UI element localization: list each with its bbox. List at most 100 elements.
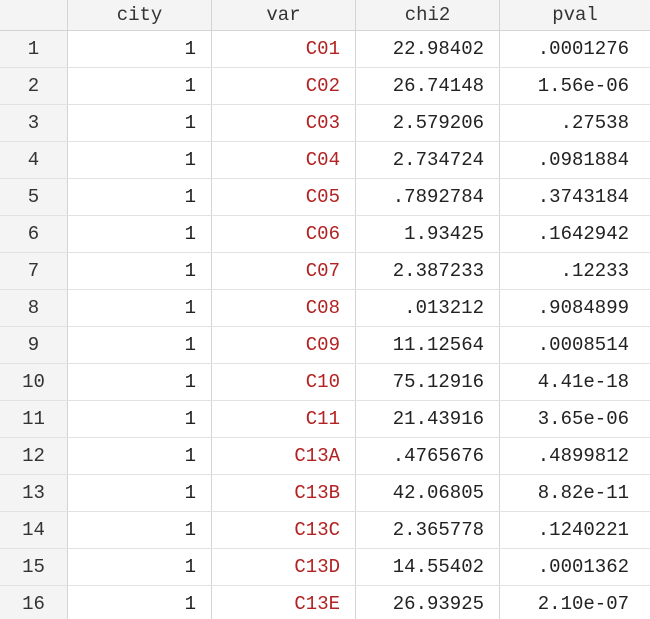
table-row: 14 1 C13C 2.365778 .1240221 (0, 512, 650, 549)
cell-city[interactable]: 1 (68, 327, 212, 363)
table-row: 4 1 C04 2.734724 .0981884 (0, 142, 650, 179)
column-header-row: city var chi2 pval (0, 0, 650, 31)
cell-city[interactable]: 1 (68, 253, 212, 289)
row-index-cell[interactable]: 14 (0, 512, 68, 548)
table-row: 16 1 C13E 26.93925 2.10e-07 (0, 586, 650, 619)
row-index-cell[interactable]: 9 (0, 327, 68, 363)
cell-city[interactable]: 1 (68, 475, 212, 511)
row-index-cell[interactable]: 11 (0, 401, 68, 437)
cell-city[interactable]: 1 (68, 68, 212, 104)
cell-pval[interactable]: 3.65e-06 (537, 408, 629, 430)
cell-chi2[interactable]: 2.387233 (356, 253, 500, 289)
row-index-cell[interactable]: 13 (0, 475, 68, 511)
table-row: 2 1 C02 26.74148 1.56e-06 (0, 68, 650, 105)
cell-chi2[interactable]: 14.55402 (356, 549, 500, 585)
cell-var[interactable]: C13A (212, 438, 356, 474)
cell-city[interactable]: 1 (68, 290, 212, 326)
cell-city[interactable]: 1 (68, 31, 212, 67)
table-row: 15 1 C13D 14.55402 .0001362 (0, 549, 650, 586)
row-index-cell[interactable]: 16 (0, 586, 68, 619)
row-index-cell[interactable]: 5 (0, 179, 68, 215)
cell-chi2[interactable]: 11.12564 (356, 327, 500, 363)
row-index-cell[interactable]: 2 (0, 68, 68, 104)
row-index-cell[interactable]: 15 (0, 549, 68, 585)
row-index-cell[interactable]: 12 (0, 438, 68, 474)
cell-var[interactable]: C06 (212, 216, 356, 252)
cell-chi2[interactable]: 22.98402 (356, 31, 500, 67)
cell-city[interactable]: 1 (68, 142, 212, 178)
table-body: 1 1 C01 22.98402.0001276 2 1 C02 26.74148 1.56e-… (0, 31, 650, 619)
cell-pval[interactable]: .9084899 (537, 297, 629, 319)
cell-chi2[interactable]: 42.06805 (356, 475, 500, 511)
cell-var[interactable]: C13C (212, 512, 356, 548)
cell-var[interactable]: C07 (212, 253, 356, 289)
row-index-cell[interactable]: 8 (0, 290, 68, 326)
cell-chi2[interactable]: 75.12916 (356, 364, 500, 400)
cell-pval[interactable]: .0001276 (537, 38, 629, 60)
cell-chi2[interactable]: 21.43916 (356, 401, 500, 437)
cell-pval[interactable]: 1.56e-06 (537, 75, 629, 97)
cell-pval[interactable]: .0981884 (537, 149, 629, 171)
cell-chi2[interactable]: 26.93925 (356, 586, 500, 619)
column-header-var[interactable]: var (212, 0, 356, 30)
column-header-chi2[interactable]: chi2 (356, 0, 500, 30)
cell-pval[interactable]: .4899812 (537, 445, 629, 467)
cell-pval[interactable]: .1642942 (537, 223, 629, 245)
cell-city[interactable]: 1 (68, 512, 212, 548)
cell-city[interactable]: 1 (68, 216, 212, 252)
table-row: 3 1 C03 2.579206 .27538 (0, 105, 650, 142)
table-row: 10 1 C10 75.12916 4.41e-18 (0, 364, 650, 401)
cell-pval[interactable]: .1240221 (537, 519, 629, 541)
cell-city[interactable]: 1 (68, 105, 212, 141)
cell-var[interactable]: C09 (212, 327, 356, 363)
cell-city[interactable]: 1 (68, 549, 212, 585)
cell-chi2[interactable]: 26.74148 (356, 68, 500, 104)
cell-city[interactable]: 1 (68, 401, 212, 437)
cell-pval[interactable]: 8.82e-11 (537, 482, 629, 504)
row-index-cell[interactable]: 6 (0, 216, 68, 252)
row-index-cell[interactable]: 1 (0, 31, 68, 67)
cell-chi2[interactable]: .013212 (356, 290, 500, 326)
cell-var[interactable]: C13D (212, 549, 356, 585)
corner-cell[interactable] (0, 0, 68, 30)
cell-city[interactable]: 1 (68, 179, 212, 215)
cell-var[interactable]: C11 (212, 401, 356, 437)
cell-var[interactable]: C02 (212, 68, 356, 104)
table-row: 1 1 C01 22.98402.0001276 (0, 31, 650, 68)
cell-var[interactable]: C01 (212, 31, 356, 67)
cell-var[interactable]: C08 (212, 290, 356, 326)
cell-var[interactable]: C13E (212, 586, 356, 619)
cell-chi2[interactable]: .7892784 (356, 179, 500, 215)
row-index-cell[interactable]: 10 (0, 364, 68, 400)
cell-pval[interactable]: 2.10e-07 (537, 593, 629, 615)
cell-chi2[interactable]: .4765676 (356, 438, 500, 474)
cell-var[interactable]: C04 (212, 142, 356, 178)
table-row: 8 1 C08.013212 .9084899 (0, 290, 650, 327)
cell-city[interactable]: 1 (68, 586, 212, 619)
cell-pval[interactable]: .12233 (560, 260, 629, 282)
row-index-cell[interactable]: 7 (0, 253, 68, 289)
cell-chi2[interactable]: 2.579206 (356, 105, 500, 141)
cell-chi2[interactable]: 2.734724 (356, 142, 500, 178)
row-index-cell[interactable]: 4 (0, 142, 68, 178)
cell-pval[interactable]: .0008514 (537, 334, 629, 356)
row-index-cell[interactable]: 3 (0, 105, 68, 141)
cell-city[interactable]: 1 (68, 438, 212, 474)
cell-pval[interactable]: .3743184 (537, 186, 629, 208)
cell-pval[interactable]: 4.41e-18 (537, 371, 629, 393)
cell-chi2[interactable]: 2.365778 (356, 512, 500, 548)
column-header-pval[interactable]: pval (552, 4, 598, 26)
cell-var[interactable]: C05 (212, 179, 356, 215)
column-header-city[interactable]: city (68, 0, 212, 30)
table-row: 5 1 C05.7892784 .3743184 (0, 179, 650, 216)
table-row: 7 1 C07 2.387233 .12233 (0, 253, 650, 290)
table-row: 12 1 C13A .4765676 .4899812 (0, 438, 650, 475)
cell-pval[interactable]: .0001362 (537, 556, 629, 578)
cell-var[interactable]: C03 (212, 105, 356, 141)
cell-var[interactable]: C13B (212, 475, 356, 511)
cell-city[interactable]: 1 (68, 364, 212, 400)
cell-var[interactable]: C10 (212, 364, 356, 400)
cell-pval[interactable]: .27538 (560, 112, 629, 134)
cell-chi2[interactable]: 1.93425 (356, 216, 500, 252)
